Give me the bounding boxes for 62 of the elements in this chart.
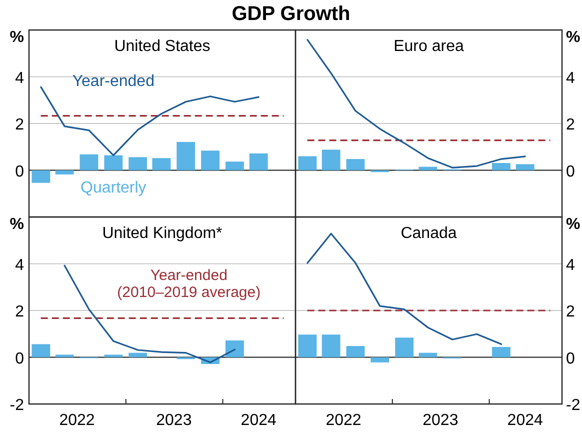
bar — [32, 344, 50, 358]
series-label: Year-ended — [72, 73, 154, 90]
text: GDP Growth — [232, 3, 350, 25]
bar — [418, 166, 438, 170]
bar — [32, 170, 50, 183]
x-tick-label: 2023 — [422, 412, 458, 429]
y-tick-label: 0 — [15, 163, 24, 180]
x-tick-label: 2022 — [59, 412, 95, 429]
bar — [128, 352, 148, 358]
bar — [201, 150, 220, 170]
text: United States — [114, 38, 210, 55]
bar — [128, 157, 148, 170]
bar — [55, 170, 74, 174]
bar — [370, 357, 390, 362]
bar — [55, 354, 74, 358]
y-axis-title: % — [566, 216, 580, 233]
bar — [176, 142, 196, 170]
text: Euro area — [394, 38, 464, 55]
line-series — [306, 39, 526, 168]
bar — [226, 340, 244, 358]
ref-line-label: Year-ended (2010–2019 average) — [117, 267, 261, 302]
bar — [322, 334, 340, 358]
y-tick-label: 4 — [566, 256, 575, 274]
y-tick-label: 0 — [566, 163, 575, 180]
y-axis-title: % — [10, 29, 24, 46]
x-tick-label: 2024 — [240, 412, 277, 429]
y-tick-label: 0 — [566, 350, 575, 368]
bar — [346, 159, 365, 170]
bar — [298, 156, 317, 170]
bar — [492, 163, 510, 170]
bar — [104, 155, 123, 170]
y-tick-label: 2 — [566, 304, 575, 320]
series-label: Quarterly — [80, 179, 146, 196]
y-tick-label: 4 — [15, 70, 24, 87]
bar — [249, 153, 268, 170]
bar — [104, 354, 123, 358]
line-series — [40, 86, 260, 156]
y-tick-label: -2 — [566, 397, 580, 414]
bar — [298, 334, 317, 358]
y-tick-label: 4 — [15, 256, 24, 274]
text: United Kingdom* — [102, 225, 222, 242]
bar — [516, 164, 534, 170]
bar — [418, 352, 438, 358]
y-tick-label: 4 — [566, 70, 575, 87]
y-tick-label: 2 — [15, 116, 24, 134]
y-tick-label: 0 — [15, 350, 24, 368]
bar — [492, 346, 510, 358]
bar — [322, 150, 340, 170]
y-axis-title: % — [10, 216, 24, 233]
y-tick-label: -2 — [10, 397, 24, 414]
x-tick-label: 2023 — [156, 412, 192, 429]
bar — [226, 162, 244, 170]
bar — [152, 158, 171, 170]
bar — [346, 346, 365, 358]
x-tick-label: 2024 — [507, 412, 544, 429]
y-tick-label: 2 — [566, 116, 575, 134]
text: Canada — [400, 225, 457, 242]
y-tick-label: 2 — [15, 304, 24, 320]
bar — [395, 338, 414, 358]
y-axis-title: % — [566, 29, 580, 46]
bar — [80, 154, 98, 170]
x-tick-label: 2022 — [326, 412, 362, 429]
